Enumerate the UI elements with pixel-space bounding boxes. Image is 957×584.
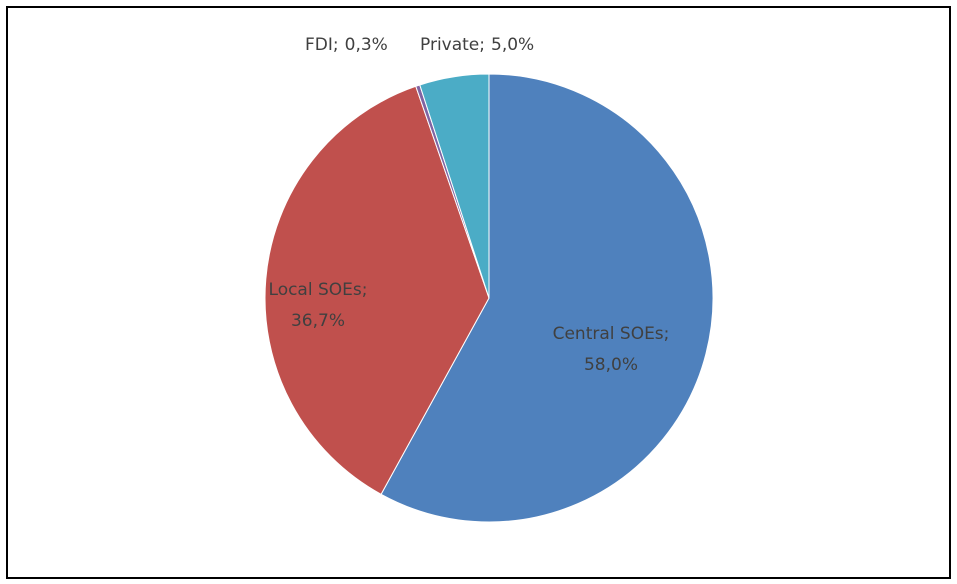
data-label-value: 58,0% <box>584 355 638 375</box>
data-label: Central SOEs; 58,0% <box>553 324 670 375</box>
pie-slice <box>380 73 714 523</box>
data-label-name: Central SOEs; <box>553 324 670 344</box>
data-label-name: FDI; <box>305 35 339 55</box>
data-label: Private; 5,0% <box>420 35 534 55</box>
data-label-name: Local SOEs; <box>269 280 368 300</box>
pie-slice <box>419 73 490 299</box>
data-label-value: 5,0% <box>491 35 534 55</box>
data-label: FDI; 0,3% <box>305 35 388 55</box>
data-label-value: 0,3% <box>345 35 388 55</box>
pie-slice <box>264 85 490 495</box>
data-label: Local SOEs; 36,7% <box>269 280 368 331</box>
data-label-name: Private; <box>420 35 485 55</box>
data-label-value: 36,7% <box>291 311 345 331</box>
